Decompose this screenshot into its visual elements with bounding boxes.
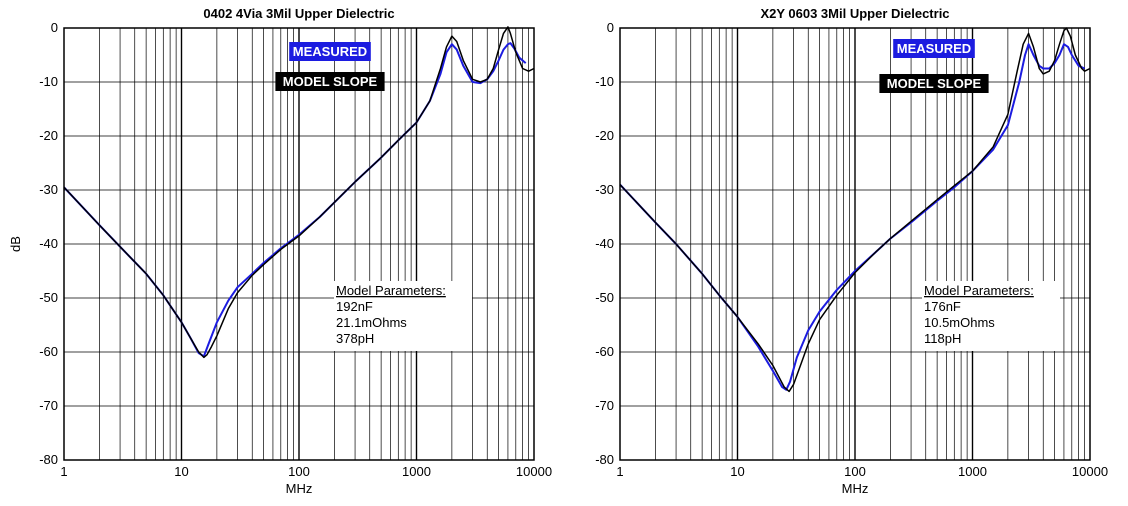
series-line-model-slope xyxy=(63,26,535,359)
y-tick-label: -40 xyxy=(39,236,58,251)
legend-swatch xyxy=(879,74,989,93)
y-tick-label: -60 xyxy=(39,344,58,359)
legend-item-model-slope: MODEL SLOPE xyxy=(275,72,385,91)
x-tick-label: 1000 xyxy=(958,464,987,479)
y-tick-label: -50 xyxy=(595,290,614,305)
model-parameter-value: 176nF xyxy=(924,299,961,314)
y-tick-label: -10 xyxy=(39,74,58,89)
legend-label: MODEL SLOPE xyxy=(887,76,982,91)
y-tick-label: -60 xyxy=(595,344,614,359)
legend-swatch xyxy=(289,42,371,61)
legend-label: MODEL SLOPE xyxy=(283,74,378,89)
chart-x2y-0603: X2Y 0603 3Mil Upper Dielectric 0 -10 -20 -30… xyxy=(595,6,1108,496)
x-tick-label: 100 xyxy=(844,464,866,479)
x-axis-label: MHz xyxy=(286,481,313,496)
x-axis-label: MHz xyxy=(842,481,869,496)
x-tick-label: 10 xyxy=(174,464,188,479)
y-tick-label: -50 xyxy=(39,290,58,305)
y-tick-label: 0 xyxy=(607,20,614,35)
chart-title: X2Y 0603 3Mil Upper Dielectric xyxy=(760,6,949,21)
plot-border xyxy=(63,27,535,461)
y-tick-label: -10 xyxy=(595,74,614,89)
series-line-measured xyxy=(619,43,1086,391)
x-tick-label: 1 xyxy=(60,464,67,479)
x-tick-label: 10 xyxy=(730,464,744,479)
y-tick-label: -80 xyxy=(39,452,58,467)
model-parameter-value: 118pH xyxy=(924,331,961,346)
legend-label: MEASURED xyxy=(897,41,971,56)
y-axis-label: dB xyxy=(8,236,23,252)
y-tick-label: -30 xyxy=(595,182,614,197)
x-tick-label: 100 xyxy=(288,464,310,479)
legend-item-measured: MEASURED xyxy=(289,42,371,61)
model-parameter-value: 10.5mOhms xyxy=(924,315,995,330)
grid xyxy=(64,28,534,460)
model-parameter-value: 21.1mOhms xyxy=(336,315,407,330)
model-parameters-heading: Model Parameters: xyxy=(924,283,1034,298)
legend-item-measured: MEASURED xyxy=(893,39,975,58)
model-parameters-heading: Model Parameters: xyxy=(336,283,446,298)
model-parameters-background xyxy=(334,281,472,351)
legend-label: MEASURED xyxy=(293,44,367,59)
legend-swatch xyxy=(275,72,385,91)
chart-0404-4via: 0402 4Via 3Mil Upper Dielectric 0 -10 -20 -3… xyxy=(8,6,552,496)
y-tick-label: -20 xyxy=(595,128,614,143)
x-tick-label: 10000 xyxy=(1072,464,1108,479)
model-parameter-value: 192nF xyxy=(336,299,373,314)
model-parameters-background xyxy=(922,281,1060,351)
legend-swatch xyxy=(893,39,975,58)
y-tick-label: -30 xyxy=(39,182,58,197)
legend-item-model-slope: MODEL SLOPE xyxy=(879,74,989,93)
y-tick-label: -20 xyxy=(39,128,58,143)
y-tick-label: -40 xyxy=(595,236,614,251)
plot-border xyxy=(619,27,1091,461)
x-tick-label: 1 xyxy=(616,464,623,479)
y-tick-label: 0 xyxy=(51,20,58,35)
series-line-model-slope xyxy=(619,27,1091,393)
x-tick-label: 1000 xyxy=(402,464,431,479)
y-tick-label: -70 xyxy=(595,398,614,413)
grid xyxy=(620,28,1090,460)
y-tick-label: -70 xyxy=(39,398,58,413)
chart-title: 0402 4Via 3Mil Upper Dielectric xyxy=(203,6,394,21)
x-tick-label: 10000 xyxy=(516,464,552,479)
model-parameter-value: 378pH xyxy=(336,331,374,346)
y-tick-label: -80 xyxy=(595,452,614,467)
